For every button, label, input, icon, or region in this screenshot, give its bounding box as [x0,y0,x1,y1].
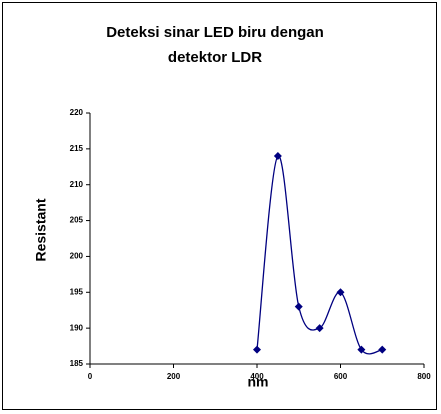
y-tick-label: 200 [70,252,84,261]
y-tick-label: 215 [70,144,84,153]
chart-title: Deteksi sinar LED biru dengan detektor L… [106,24,324,66]
x-tick-label: 600 [334,372,348,381]
y-tick-label: 205 [70,216,84,225]
point [315,324,324,333]
chart-frame [2,2,437,410]
x-tick-label: 200 [167,372,181,381]
y-axis-label: Resistant [33,198,49,261]
point [336,288,345,297]
x-tick-label: 800 [417,372,431,381]
point [357,345,366,354]
y-tick-label: 220 [70,108,84,117]
x-tick-label: 400 [250,372,264,381]
point [294,302,303,311]
y-tick-label: 185 [70,359,84,368]
y-tick-label: 210 [70,180,84,189]
y-tick-label: 195 [70,287,84,296]
x-tick-label: 0 [88,372,93,381]
point [378,345,387,354]
x-axis-label: nm [248,374,269,390]
series-line [256,155,383,355]
point [273,152,282,161]
point [253,345,261,354]
y-tick-label: 190 [70,323,84,332]
